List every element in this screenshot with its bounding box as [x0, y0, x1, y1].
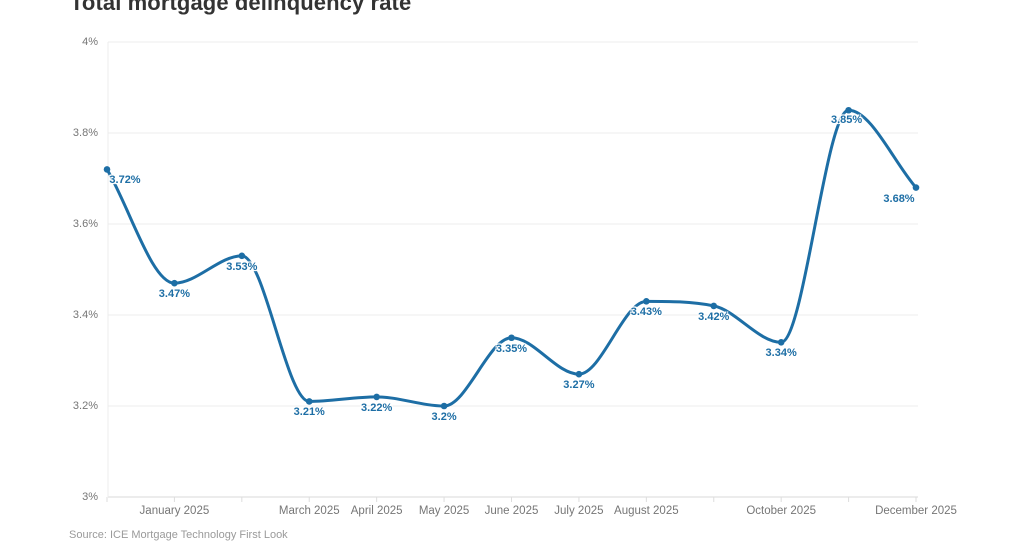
data-point-marker: [373, 393, 380, 401]
data-point-markers: [103, 106, 920, 410]
data-point-label: 3.42%: [698, 310, 730, 323]
y-axis-tick-label: 3.6%: [72, 218, 98, 230]
data-point-label: 3.34%: [765, 347, 797, 360]
gridlines: [107, 41, 918, 498]
data-point-label: 3.22%: [361, 401, 393, 414]
y-axis-tick-label: 4%: [82, 36, 98, 48]
data-point-marker: [912, 184, 920, 191]
data-point-marker: [643, 298, 650, 305]
data-point-label: 3.35%: [495, 342, 528, 355]
x-axis-tick-label: January 2025: [139, 505, 210, 517]
x-axis-tick-label: July 2025: [554, 505, 604, 517]
data-point-label: 3.21%: [293, 406, 325, 419]
y-axis-tick-label: 3.8%: [72, 127, 98, 139]
x-axis-tick-label: April 2025: [350, 505, 403, 517]
data-point-label: 3.43%: [630, 306, 662, 319]
chart-title: Total mortgage delinquency rate: [70, 0, 412, 15]
x-axis-tick-label: August 2025: [614, 505, 679, 517]
data-point-marker: [845, 106, 852, 114]
data-point-label: 3.85%: [830, 114, 863, 127]
data-point-label: 3.68%: [883, 192, 915, 205]
data-point-marker: [238, 252, 246, 260]
data-point-label: 3.27%: [563, 379, 595, 392]
y-axis-tick-label: 3.4%: [72, 309, 98, 321]
data-point-marker: [777, 339, 785, 346]
data-point-marker: [710, 302, 718, 310]
x-axis-tick-label: October 2025: [746, 505, 816, 517]
data-point-marker: [171, 279, 178, 287]
x-axis-tick-label: December 2025: [875, 505, 957, 517]
y-axis-tick-label: 3%: [82, 491, 98, 503]
data-point-label: 3.2%: [431, 411, 457, 423]
x-axis-tick-label: May 2025: [418, 505, 470, 517]
y-axis-tick-label: 3.2%: [72, 400, 98, 412]
x-axis-tick-label: March 2025: [278, 505, 340, 517]
data-point-label: 3.47%: [158, 288, 191, 301]
delinquency-rate-line: [105, 108, 918, 408]
data-point-marker: [508, 334, 515, 342]
data-point-marker: [103, 166, 111, 173]
data-point-label: 3.72%: [109, 174, 141, 187]
source-attribution: Source: ICE Mortgage Technology First Lo…: [69, 529, 288, 541]
data-point-marker: [575, 370, 583, 378]
x-axis-tick-marks: [106, 497, 917, 502]
data-point-label: 3.53%: [226, 260, 258, 273]
data-point-marker: [305, 398, 313, 405]
data-point-marker: [440, 402, 448, 410]
x-axis-tick-label: June 2025: [484, 505, 539, 517]
